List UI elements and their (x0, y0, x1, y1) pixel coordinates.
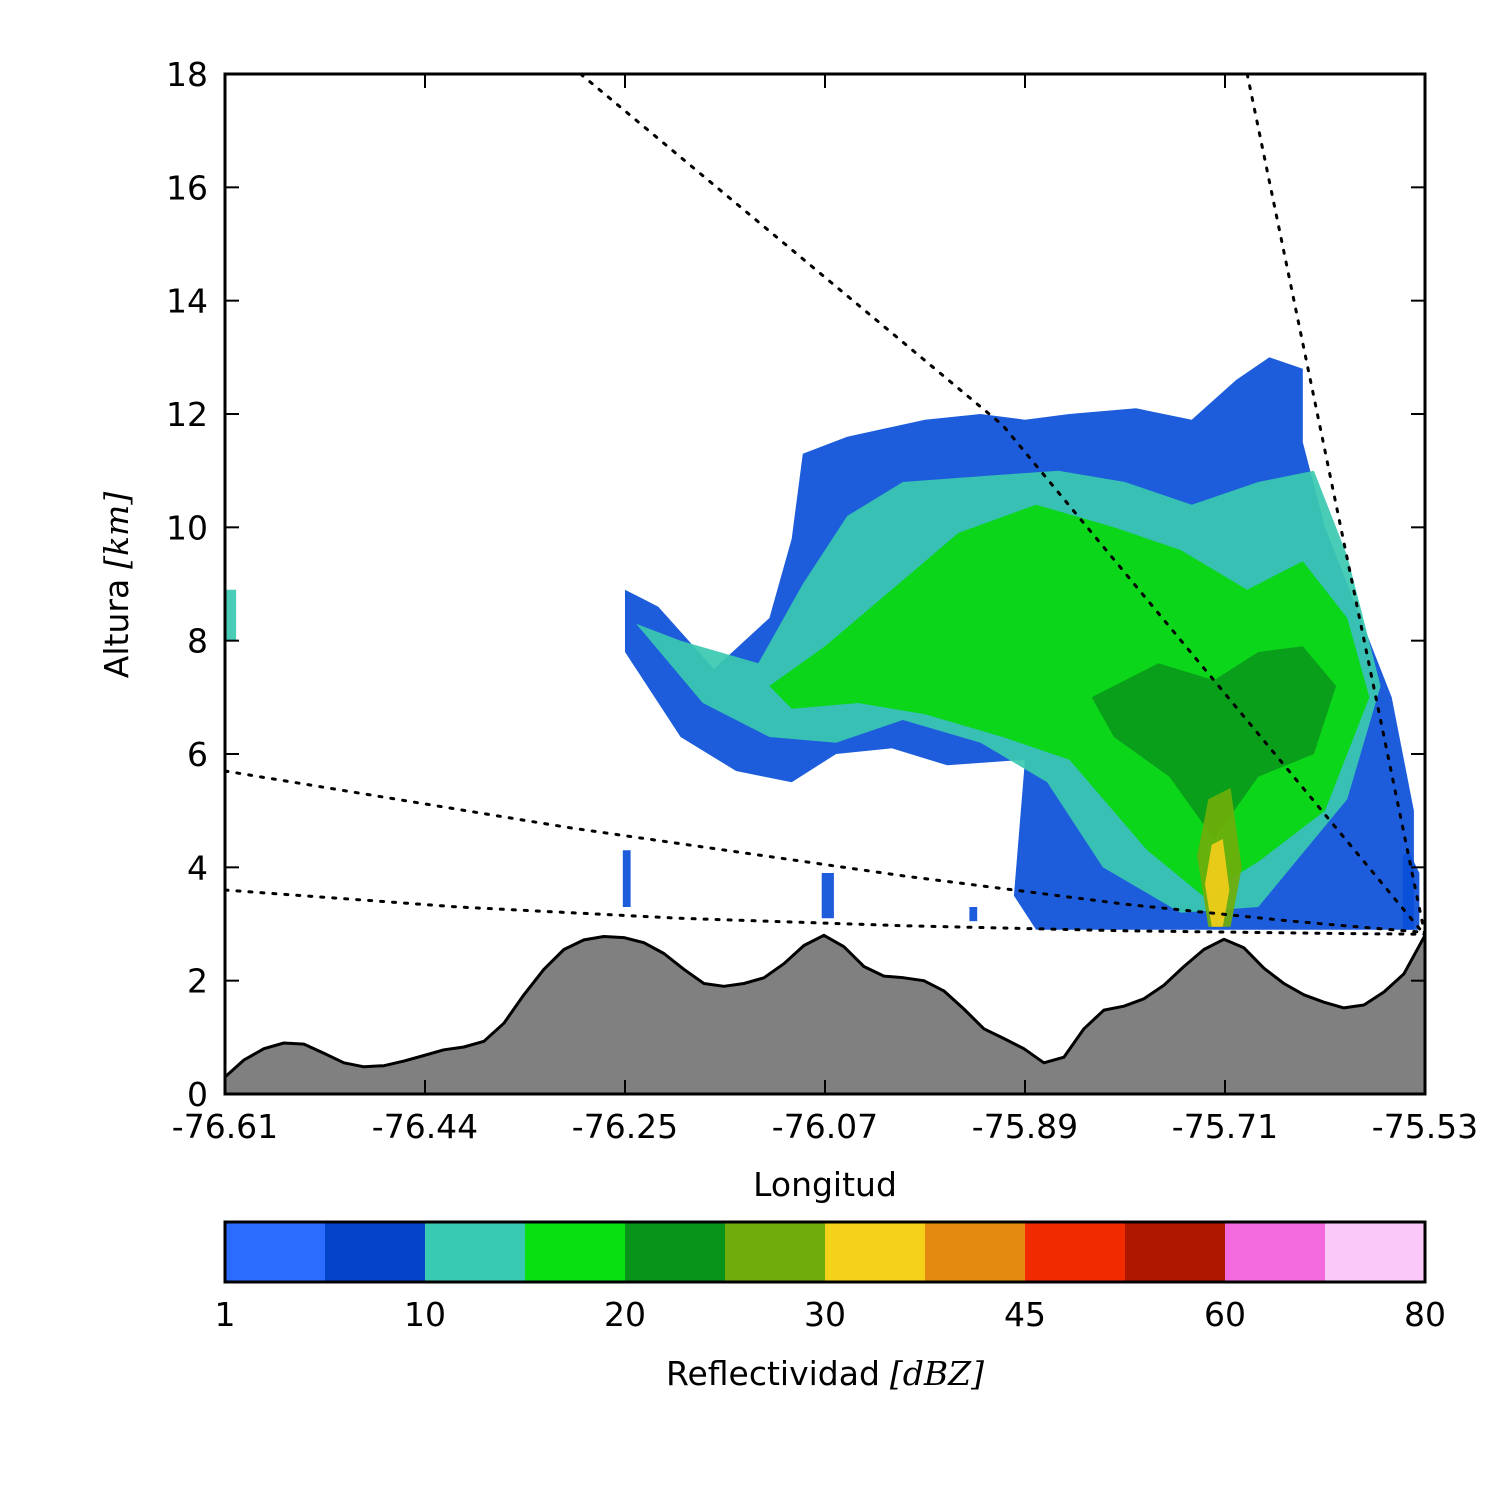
beam-lines-layer (225, 74, 1425, 937)
colorbar-tick-label: 20 (604, 1295, 646, 1334)
colorbar: 1 10 20 30 45 60 80 Reflectividad [dBZ] (215, 1220, 1447, 1393)
colorbar-tick-label: 60 (1204, 1295, 1246, 1334)
colorbar-segment (825, 1222, 926, 1282)
colorbar-tick-labels: 1 10 20 30 45 60 80 (215, 1295, 1447, 1334)
plot-area (223, 72, 1427, 1096)
colorbar-tick-label: 80 (1404, 1295, 1446, 1334)
y-axis-label-text: Altura (97, 579, 136, 678)
x-tick-label: -76.07 (772, 1107, 878, 1146)
colorbar-segment (525, 1222, 626, 1282)
colorbar-label: Reflectividad [dBZ] (666, 1354, 984, 1393)
y-tick-label: 18 (166, 55, 208, 94)
terrain-outline (225, 933, 1425, 1079)
y-tick-label: 12 (166, 395, 208, 434)
beam-line-1 (1245, 74, 1425, 937)
y-tick-label: 2 (187, 962, 208, 1001)
reflectivity-layer (225, 357, 1420, 930)
x-tick-label: -76.25 (572, 1107, 678, 1146)
beam-line-0 (579, 74, 1425, 937)
colorbar-segment (1225, 1222, 1326, 1282)
reflectivity-region-9 (969, 907, 978, 922)
reflectivity-region-3 (1091, 646, 1337, 839)
y-tick-label: 14 (166, 282, 208, 321)
x-tick-label: -75.71 (1172, 1107, 1278, 1146)
colorbar-label-text: Reflectividad (666, 1354, 880, 1393)
colorbar-frame (223, 1220, 1427, 1284)
beam-line-2 (225, 769, 1425, 934)
reflectivity-region-10 (1402, 850, 1420, 930)
y-tick-label: 0 (187, 1075, 208, 1114)
reflectivity-region-5 (1205, 839, 1230, 927)
terrain-fill (225, 935, 1425, 1094)
colorbar-segment (1025, 1222, 1126, 1282)
reflectivity-region-7 (622, 850, 631, 907)
colorbar-segment (225, 1222, 326, 1282)
colorbar-segment (625, 1222, 726, 1282)
reflectivity-region-8 (821, 873, 834, 919)
colorbar-tick-label: 10 (404, 1295, 446, 1334)
y-tick-label: 8 (187, 622, 208, 661)
plot-frame (223, 72, 1427, 1096)
colorbar-segment (925, 1222, 1026, 1282)
colorbar-tick-label: 30 (804, 1295, 846, 1334)
colorbar-segment (725, 1222, 826, 1282)
colorbar-segment (425, 1222, 526, 1282)
y-axis-unit: [km] (97, 492, 136, 569)
colorbar-segment (1125, 1222, 1226, 1282)
y-tick-label: 4 (187, 848, 208, 887)
colorbar-segment (325, 1222, 426, 1282)
colorbar-unit: [dBZ] (890, 1354, 984, 1393)
x-axis-label: Longitud (753, 1165, 897, 1204)
x-tick-labels: -76.61 -76.44 -76.25 -76.07 -75.89 -75.71 -75.… (172, 1107, 1478, 1146)
colorbar-segments (225, 1222, 1426, 1282)
x-tick-label: -76.44 (372, 1107, 478, 1146)
y-tick-label: 10 (166, 508, 208, 547)
y-axis-label: Altura [km] (97, 492, 136, 679)
reflectivity-region-6 (225, 589, 237, 641)
colorbar-tick-label: 45 (1004, 1295, 1046, 1334)
y-tick-label: 6 (187, 735, 208, 774)
y-tick-label: 16 (166, 168, 208, 207)
x-tick-label: -76.61 (172, 1107, 278, 1146)
colorbar-segment (1325, 1222, 1426, 1282)
terrain-layer (225, 933, 1425, 1094)
x-tick-label: -75.53 (1372, 1107, 1478, 1146)
colorbar-tick-label: 1 (215, 1295, 236, 1334)
y-tick-labels: 0 2 4 6 8 10 12 14 16 18 (166, 55, 208, 1114)
x-tick-label: -75.89 (972, 1107, 1078, 1146)
